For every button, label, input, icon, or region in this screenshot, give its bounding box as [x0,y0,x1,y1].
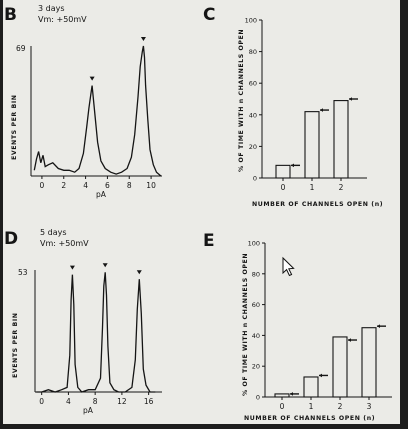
left-arrow-head [349,97,352,101]
y-tick-label: 40 [249,111,257,119]
y-tick-label: 0 [253,175,257,183]
panel-b-peak-markers [89,37,146,81]
y-tick-label: 60 [252,301,260,309]
x-tick-label: 8 [93,397,98,406]
panel-b-histogram: B 3 days Vm: +50mV 69 EVENTS PER BIN 0 2 4… [4,4,162,199]
panel-e-y-ticks: 0 20 40 60 80 100 [248,240,265,402]
x-tick-label: 6 [105,181,110,190]
y-tick-label: 40 [252,332,260,340]
y-tick-label: 0 [256,394,260,402]
y-tick-label: 80 [252,270,260,278]
panel-d-histogram: D 5 days Vm: +50mV 53 EVENTS PER BIN 0 4 8… [4,228,162,415]
bar [333,100,349,179]
panel-b-note-age: 3 days [38,4,65,13]
panel-c-letter: C [203,5,215,25]
panel-d-peak-markers [69,263,142,275]
panel-c-x-ticks: 0 1 2 [281,178,344,192]
x-tick-label: 8 [127,181,132,190]
left-arrow-head [290,392,293,396]
left-arrow-head [348,338,351,342]
triangle-down-icon [102,263,108,268]
x-tick-label: 2 [339,183,344,192]
panel-d-histogram-trace [36,272,156,393]
bar [303,376,319,398]
x-tick-label: 0 [39,397,44,406]
x-tick-label: 0 [281,183,286,192]
triangle-down-icon [136,270,142,275]
x-tick-label: 2 [61,181,66,190]
panel-e-x-axis-title: NUMBER OF CHANNELS OPEN (n) [244,415,375,422]
panel-b-y-axis-title: EVENTS PER BIN [11,94,18,160]
panel-d-note-age: 5 days [40,228,67,237]
triangle-down-icon [69,265,75,270]
panel-d-letter: D [4,229,18,249]
bar [274,393,290,398]
figure-page [3,0,400,424]
bar [304,111,320,179]
bar [275,164,291,179]
panel-e-y-axis-title: % OF TIME WITH n CHANNELS OPEN [242,253,249,396]
panel-c-bar-chart: C % OF TIME WITH n CHANNELS OPEN 0204060… [203,5,383,208]
triangle-down-icon [89,76,95,81]
y-tick-label: 80 [249,48,257,56]
x-tick-label: 0 [280,402,285,411]
panel-b-x-axis-title: pA [96,190,107,199]
left-arrow-head [377,324,380,328]
mouse-pointer-icon [282,256,295,277]
panel-d-x-axis-title: pA [83,406,94,415]
panel-e-bar-chart: E % OF TIME WITH n CHANNELS OPEN 0204060… [203,231,392,422]
bar [361,327,377,398]
panel-e-bars [274,324,386,398]
panel-c-y-axis-title: % OF TIME WITH n CHANNELS OPEN [238,29,245,172]
x-tick-label: 2 [338,402,343,411]
panel-b-note-voltage: Vm: +50mV [38,15,87,24]
left-arrow-head [319,373,322,378]
x-tick-label: 1 [309,402,314,411]
left-arrow-head [291,163,294,168]
panel-c-bars [275,97,358,179]
panel-b-x-ticks: 0 2 4 6 8 10 [40,176,156,190]
panel-b-y-max-label: 69 [16,44,26,53]
triangle-down-icon [140,37,146,41]
x-tick-label: 4 [66,397,71,406]
panel-d-y-axis-title: EVENTS PER BIN [12,312,19,378]
panel-b-histogram-trace [33,45,162,177]
panel-d-y-max-label: 53 [18,268,28,277]
panel-c-y-ticks: 0 20 40 60 80 100 [245,17,262,183]
y-tick-label: 20 [252,363,260,371]
y-tick-label: 60 [249,80,257,88]
x-tick-label: 0 [40,181,45,190]
x-tick-label: 16 [144,397,154,406]
panel-d-x-ticks: 0 4 8 12 16 [39,392,154,406]
y-tick-label: 100 [248,240,260,248]
x-tick-label: 4 [83,181,88,190]
panel-c-x-axis-title: NUMBER OF CHANNELS OPEN (n) [252,201,383,208]
panel-b-letter: B [4,5,17,25]
bar [332,336,348,398]
x-tick-label: 12 [117,397,127,406]
x-tick-label: 3 [367,402,372,411]
left-arrow-head [320,108,323,112]
x-tick-label: 10 [146,181,156,190]
panel-e-letter: E [203,231,215,251]
panel-e-x-ticks: 0 1 2 3 [280,397,372,411]
x-tick-label: 1 [310,183,315,192]
y-tick-label: 100 [245,17,257,25]
panel-d-note-voltage: Vm: +50mV [40,239,89,248]
y-tick-label: 20 [249,143,257,151]
